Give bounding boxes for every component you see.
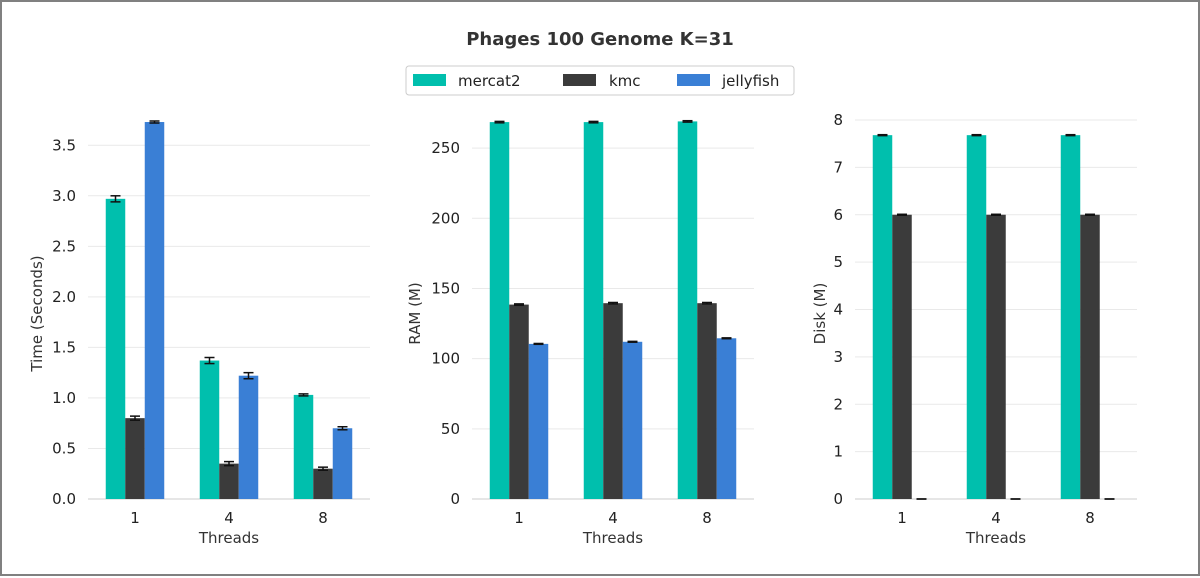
legend-label-jellyfish: jellyfish	[721, 72, 779, 90]
bar-kmc	[313, 468, 333, 499]
bar-jellyfish	[332, 428, 353, 499]
bar-jellyfish	[716, 338, 737, 499]
y-tick-label: 5	[833, 253, 843, 271]
y-tick-label: 0	[833, 490, 843, 508]
disk-panel: 0 1 2 3 4 5 6 7 8 1 4 8 Threads Disk (M)	[811, 111, 1137, 547]
x-tick-label: 1	[514, 509, 524, 527]
y-axis-label: RAM (M)	[406, 282, 424, 344]
legend-swatch-kmc	[563, 74, 596, 86]
y-tick-label: 1	[833, 443, 843, 461]
x-axis-label: Threads	[582, 529, 643, 547]
y-tick-label: 1.5	[52, 338, 76, 356]
y-tick-label: 0	[450, 490, 460, 508]
bar-kmc	[219, 463, 239, 499]
x-tick-label: 8	[318, 509, 328, 527]
y-tick-label: 4	[833, 301, 843, 319]
bar-jellyfish	[528, 343, 549, 499]
y-tick-label: 2.5	[52, 237, 76, 255]
bar-mercat2	[872, 135, 893, 499]
bar-kmc	[1080, 214, 1100, 499]
legend-label-kmc: kmc	[609, 72, 641, 90]
legend-item-mercat2: mercat2	[413, 72, 521, 90]
bar-mercat2	[293, 394, 314, 499]
y-tick-label: 2.0	[52, 288, 76, 306]
x-tick-label: 4	[608, 509, 618, 527]
legend-box	[405, 65, 795, 96]
legend: mercat2 kmc jellyfish	[405, 65, 795, 96]
y-axis-label: Disk (M)	[811, 283, 829, 345]
x-tick-label: 4	[991, 509, 1001, 527]
time-panel: 0.0 0.5 1.0 1.5 2.0 2.5 3.0 3.5 1 4 8 Threads Time (…	[28, 120, 370, 547]
x-axis-label: Threads	[198, 529, 259, 547]
x-tick-label: 1	[130, 509, 140, 527]
bar-jellyfish	[144, 122, 165, 499]
bar-kmc	[986, 214, 1006, 499]
x-tick-label: 8	[1085, 509, 1095, 527]
bar-mercat2	[677, 121, 698, 500]
y-tick-label: 6	[833, 206, 843, 224]
y-tick-label: 3.0	[52, 187, 76, 205]
y-tick-label: 0.0	[52, 490, 76, 508]
legend-label-mercat2: mercat2	[458, 72, 521, 90]
bar-jellyfish	[622, 341, 643, 499]
legend-item-kmc: kmc	[563, 72, 641, 90]
y-tick-label: 3.5	[52, 136, 76, 154]
bar-mercat2	[105, 198, 126, 499]
bar-kmc	[509, 304, 529, 499]
bar-jellyfish	[238, 375, 259, 499]
y-tick-label: 2	[833, 395, 843, 413]
y-tick-label: 0.5	[52, 439, 76, 457]
bar-mercat2	[1060, 135, 1081, 499]
legend-swatch-jellyfish	[677, 74, 710, 86]
y-tick-label: 250	[431, 139, 460, 157]
bar-mercat2	[583, 122, 604, 499]
y-tick-label: 7	[833, 158, 843, 176]
bar-kmc	[603, 303, 623, 499]
legend-swatch-mercat2	[413, 74, 446, 86]
y-tick-label: 8	[833, 111, 843, 129]
bar-mercat2	[199, 360, 220, 499]
y-tick-label: 3	[833, 348, 843, 366]
bar-mercat2	[966, 135, 987, 499]
y-tick-label: 50	[441, 420, 460, 438]
legend-item-jellyfish: jellyfish	[677, 72, 779, 90]
y-tick-label: 100	[431, 350, 460, 368]
x-tick-label: 1	[897, 509, 907, 527]
bar-kmc	[892, 214, 912, 499]
x-tick-label: 8	[702, 509, 712, 527]
y-tick-label: 1.0	[52, 389, 76, 407]
bar-kmc	[697, 303, 717, 499]
bar-kmc	[125, 418, 145, 499]
chart-title: Phages 100 Genome K=31	[466, 29, 734, 50]
x-tick-label: 4	[224, 509, 234, 527]
x-axis-label: Threads	[965, 529, 1026, 547]
bar-mercat2	[489, 122, 510, 499]
y-tick-label: 150	[431, 279, 460, 297]
y-tick-label: 200	[431, 209, 460, 227]
y-axis-label: Time (Seconds)	[28, 255, 46, 372]
ram-panel: 0 50 100 150 200 250 1 4 8 Threads RAM (M)	[406, 119, 754, 547]
